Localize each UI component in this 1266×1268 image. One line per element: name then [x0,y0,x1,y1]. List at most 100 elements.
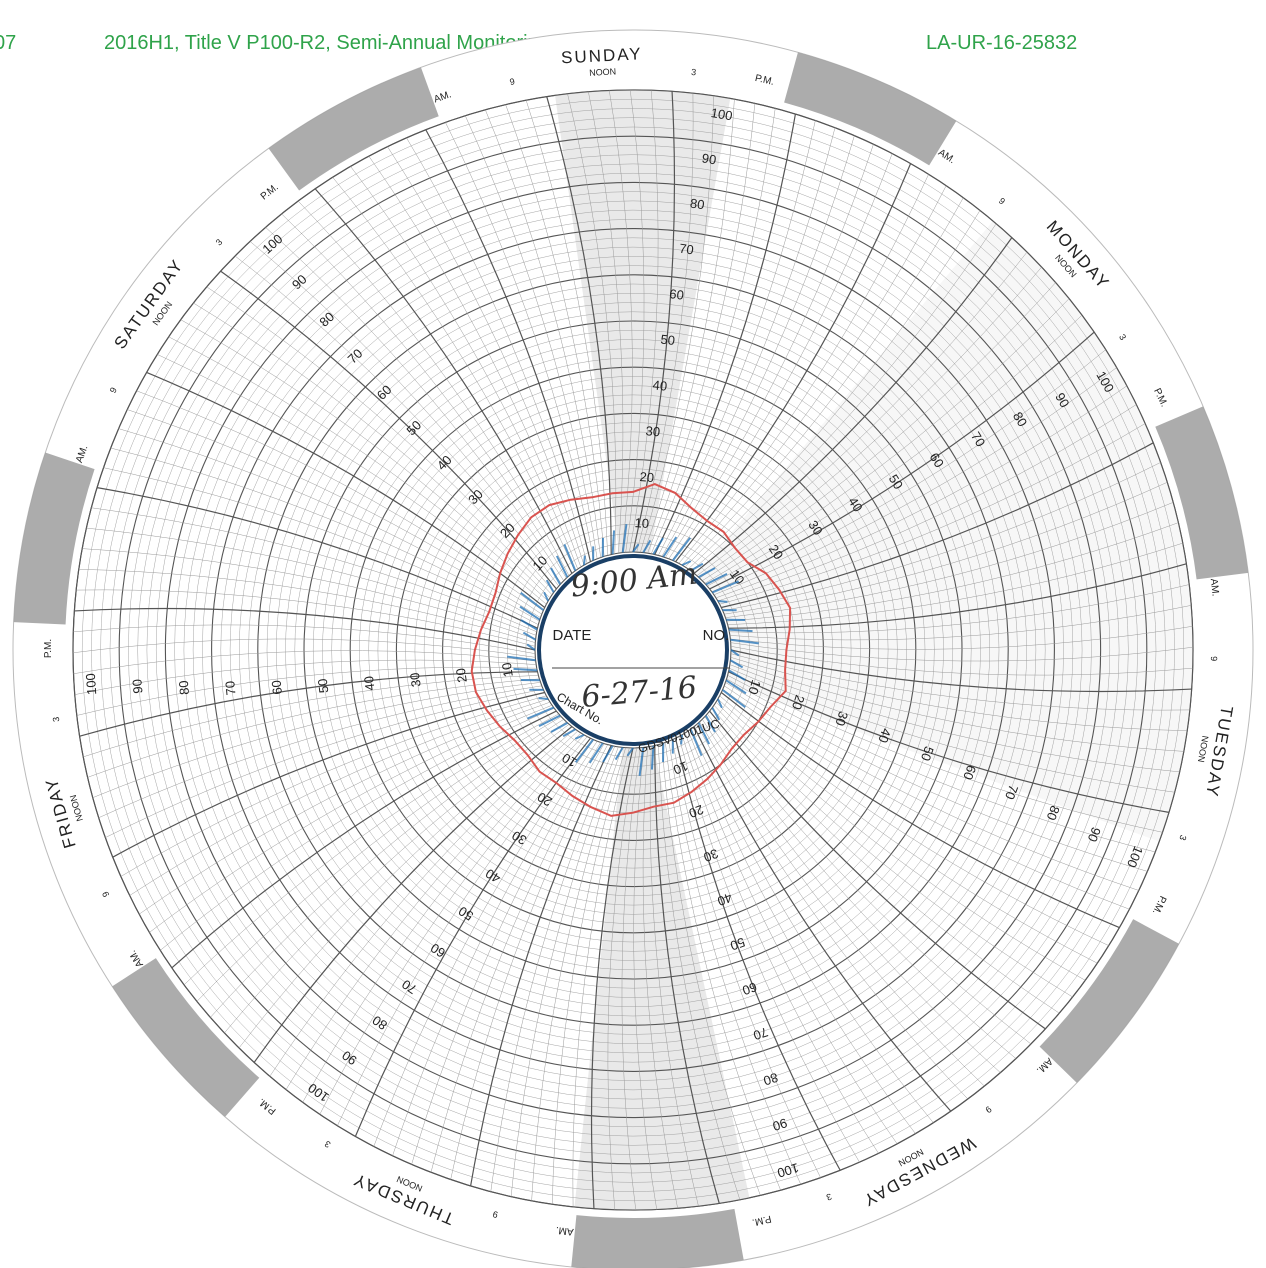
ring-major [164,181,1102,1119]
ink-stroke [729,659,744,669]
scale-label: 20 [639,469,655,485]
radial-minor [430,743,605,1173]
radial-minor [684,732,898,1144]
noon-label: NOON [589,66,616,77]
am-label: AM. [1208,578,1221,597]
radial-minor [83,675,539,758]
ring-minor [81,98,1185,1202]
scale-label: 70 [399,977,419,998]
ring-major [303,320,963,980]
scale-label: 90 [129,679,145,695]
ring-minor [266,283,1000,1017]
radial-minor [704,298,1070,584]
scale-label: 10 [727,567,748,587]
radial-minor [717,404,1137,602]
radial-minor [139,701,551,915]
ring-minor [368,385,898,915]
ink-stroke [730,638,759,645]
ring-minor [276,293,990,1007]
scale-label: 70 [678,241,694,258]
ring-major [442,459,824,841]
ink-stroke [697,722,711,745]
pm-label: P.M. [751,1213,772,1228]
radial-minor [332,177,576,572]
radial-minor [727,542,1183,625]
radial-minor [661,743,761,1196]
ring-major [72,89,1194,1211]
ink-stroke [698,567,716,579]
radial-minor [713,705,1073,998]
scale-label: 100 [710,105,734,123]
ink-stroke [519,605,541,621]
radial-major [693,726,952,1112]
ink-stroke [652,537,664,555]
radial-minor [157,354,547,605]
scale-label: 80 [370,1013,390,1034]
radial-minor [120,695,547,877]
ink-stroke [672,537,691,562]
ring-minor [128,145,1138,1155]
radial-minor [730,660,1184,752]
radial-minor [285,730,578,1090]
radial-minor [110,447,540,622]
ink-stroke [717,600,728,603]
radial-minor [76,589,536,647]
radial-major [709,710,1046,1030]
scale-label: 20 [789,693,808,711]
ring-minor [433,450,833,850]
ink-stroke [602,745,614,763]
hour-label: 3 [1177,834,1188,842]
radial-minor [210,719,564,1018]
ink-stroke [730,649,740,657]
radial-minor [72,638,536,658]
radial-time-lines [72,89,1194,1211]
scale-label: 40 [875,726,894,745]
ring-minor [516,533,750,767]
radial-minor [658,744,741,1200]
ink-stroke [690,562,704,572]
radial-minor [702,282,1056,581]
radial-minor [368,156,582,568]
day-band-thursday [571,1208,744,1268]
radial-minor [688,210,981,570]
radial-minor [118,428,541,618]
ink-stroke [563,543,577,572]
radial-major [79,671,538,737]
ink-stroke [642,539,652,554]
ring-minor [146,163,1120,1137]
radial-major [632,91,676,553]
ring-minor [359,376,907,924]
radial-minor [665,135,855,558]
radial-minor [392,741,598,1156]
radial-major [721,442,1154,609]
radial-major [654,113,796,555]
ring-minor [229,246,1037,1054]
day-band-saturday [13,452,95,625]
ring-minor [285,302,981,998]
ink-stroke [721,689,746,708]
ink-stroke [632,543,640,553]
ink-stroke [583,555,586,566]
ink-stroke [545,579,555,593]
ring-minor [405,422,861,878]
radial-minor [719,695,1109,946]
ring-minor [525,542,741,758]
ink-stroke [704,715,716,733]
radial-minor [92,682,541,798]
radial-minor [729,664,1180,773]
radial-minor [719,423,1146,605]
ink-stroke [526,706,555,720]
scale-label: 20 [535,789,555,809]
radial-minor [234,255,559,587]
ink-stroke [550,567,562,585]
radial-minor [505,104,605,557]
radial-minor [661,127,836,557]
radial-minor [729,667,1175,793]
scale-label: 20 [766,542,787,562]
scale-label: 60 [960,763,979,782]
radial-minor [715,385,1127,599]
radial-minor [650,108,776,554]
radial-minor [609,90,633,553]
radial-major [354,737,591,1137]
radial-minor [684,197,964,568]
